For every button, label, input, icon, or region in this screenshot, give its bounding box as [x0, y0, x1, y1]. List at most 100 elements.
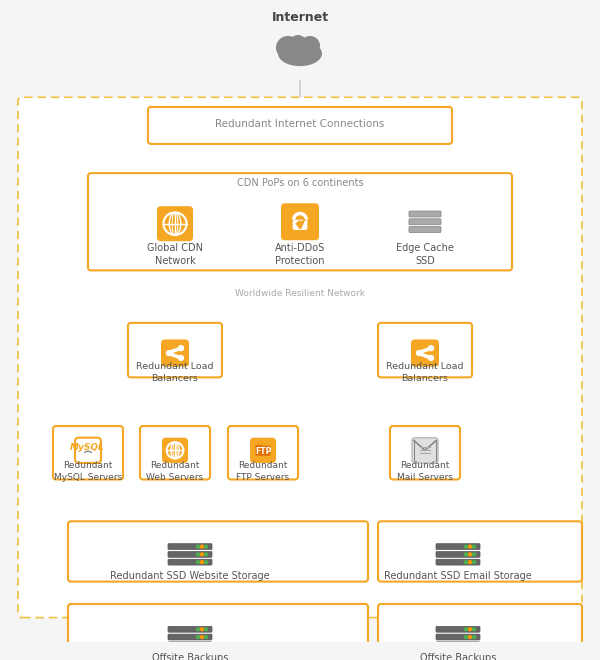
- Circle shape: [205, 628, 208, 631]
- Text: Edge Cache
SSD: Edge Cache SSD: [396, 244, 454, 267]
- FancyBboxPatch shape: [378, 521, 582, 581]
- Circle shape: [473, 628, 476, 631]
- FancyBboxPatch shape: [18, 97, 582, 618]
- Circle shape: [200, 628, 203, 631]
- Circle shape: [197, 545, 199, 548]
- FancyBboxPatch shape: [168, 642, 212, 647]
- Circle shape: [197, 561, 199, 564]
- Circle shape: [469, 545, 472, 548]
- Circle shape: [205, 644, 208, 646]
- FancyBboxPatch shape: [161, 339, 189, 367]
- FancyBboxPatch shape: [168, 634, 212, 640]
- FancyBboxPatch shape: [409, 219, 441, 224]
- Circle shape: [473, 545, 476, 548]
- FancyBboxPatch shape: [378, 604, 582, 660]
- Circle shape: [464, 628, 467, 631]
- Ellipse shape: [278, 41, 322, 66]
- Circle shape: [205, 545, 208, 548]
- FancyBboxPatch shape: [411, 339, 439, 367]
- Text: Redundant Load
Balancers: Redundant Load Balancers: [386, 362, 464, 383]
- FancyBboxPatch shape: [140, 426, 210, 479]
- Text: Global CDN
Network: Global CDN Network: [147, 244, 203, 267]
- Circle shape: [200, 561, 203, 564]
- FancyBboxPatch shape: [409, 226, 441, 232]
- FancyBboxPatch shape: [293, 220, 307, 230]
- Circle shape: [473, 636, 476, 638]
- Circle shape: [428, 356, 433, 360]
- Circle shape: [469, 628, 472, 631]
- FancyBboxPatch shape: [412, 438, 438, 463]
- FancyBboxPatch shape: [88, 173, 512, 271]
- Circle shape: [428, 346, 433, 350]
- Circle shape: [469, 644, 472, 646]
- Circle shape: [289, 35, 307, 53]
- Circle shape: [416, 350, 421, 356]
- Text: Offsite Backups: Offsite Backups: [152, 653, 228, 660]
- Circle shape: [464, 553, 467, 556]
- Text: Internet: Internet: [271, 11, 329, 24]
- FancyBboxPatch shape: [436, 552, 480, 557]
- FancyBboxPatch shape: [256, 445, 263, 447]
- Circle shape: [464, 545, 467, 548]
- Text: Redundant SSD Email Storage: Redundant SSD Email Storage: [384, 571, 532, 581]
- Circle shape: [205, 553, 208, 556]
- Circle shape: [464, 644, 467, 646]
- FancyBboxPatch shape: [436, 626, 480, 632]
- Text: Offsite Backups: Offsite Backups: [420, 653, 496, 660]
- Text: Redundant Load
Balancers: Redundant Load Balancers: [136, 362, 214, 383]
- FancyBboxPatch shape: [75, 438, 101, 463]
- Circle shape: [179, 346, 184, 350]
- FancyBboxPatch shape: [250, 438, 276, 463]
- FancyBboxPatch shape: [256, 446, 271, 455]
- Circle shape: [197, 644, 199, 646]
- FancyBboxPatch shape: [436, 642, 480, 647]
- FancyBboxPatch shape: [168, 559, 212, 565]
- Text: Worldwide Resilient Network: Worldwide Resilient Network: [235, 289, 365, 298]
- FancyBboxPatch shape: [53, 426, 123, 479]
- FancyBboxPatch shape: [436, 634, 480, 640]
- Circle shape: [200, 636, 203, 638]
- FancyBboxPatch shape: [68, 604, 368, 660]
- Circle shape: [469, 561, 472, 564]
- Circle shape: [300, 36, 320, 55]
- Circle shape: [167, 350, 172, 356]
- FancyBboxPatch shape: [168, 626, 212, 632]
- FancyBboxPatch shape: [68, 521, 368, 581]
- Circle shape: [298, 221, 302, 226]
- FancyBboxPatch shape: [436, 559, 480, 565]
- Circle shape: [469, 636, 472, 638]
- FancyBboxPatch shape: [148, 107, 452, 144]
- FancyBboxPatch shape: [390, 426, 460, 479]
- Circle shape: [464, 636, 467, 638]
- FancyBboxPatch shape: [409, 211, 441, 217]
- Circle shape: [473, 644, 476, 646]
- Circle shape: [197, 636, 199, 638]
- Circle shape: [200, 553, 203, 556]
- Circle shape: [197, 553, 199, 556]
- FancyBboxPatch shape: [228, 426, 298, 479]
- Text: MySQL: MySQL: [70, 443, 104, 452]
- FancyBboxPatch shape: [128, 323, 222, 378]
- Circle shape: [179, 356, 184, 360]
- Circle shape: [197, 628, 199, 631]
- FancyBboxPatch shape: [168, 552, 212, 557]
- Text: Anti-DDoS
Protection: Anti-DDoS Protection: [275, 244, 325, 267]
- Circle shape: [473, 553, 476, 556]
- Text: CDN PoPs on 6 continents: CDN PoPs on 6 continents: [236, 178, 364, 188]
- Circle shape: [469, 553, 472, 556]
- Circle shape: [205, 561, 208, 564]
- Circle shape: [473, 561, 476, 564]
- Text: Redundant
MySQL Servers: Redundant MySQL Servers: [54, 461, 122, 482]
- Text: Redundant
FTP Servers: Redundant FTP Servers: [236, 461, 290, 482]
- Circle shape: [276, 36, 300, 59]
- Circle shape: [200, 545, 203, 548]
- FancyBboxPatch shape: [162, 438, 188, 463]
- FancyBboxPatch shape: [157, 206, 193, 241]
- FancyBboxPatch shape: [168, 544, 212, 550]
- FancyBboxPatch shape: [436, 544, 480, 550]
- Text: Redundant Internet Connections: Redundant Internet Connections: [215, 119, 385, 129]
- Circle shape: [200, 644, 203, 646]
- Text: Redundant
Web Servers: Redundant Web Servers: [146, 461, 203, 482]
- Circle shape: [205, 636, 208, 638]
- Text: Redundant
Mail Servers: Redundant Mail Servers: [397, 461, 453, 482]
